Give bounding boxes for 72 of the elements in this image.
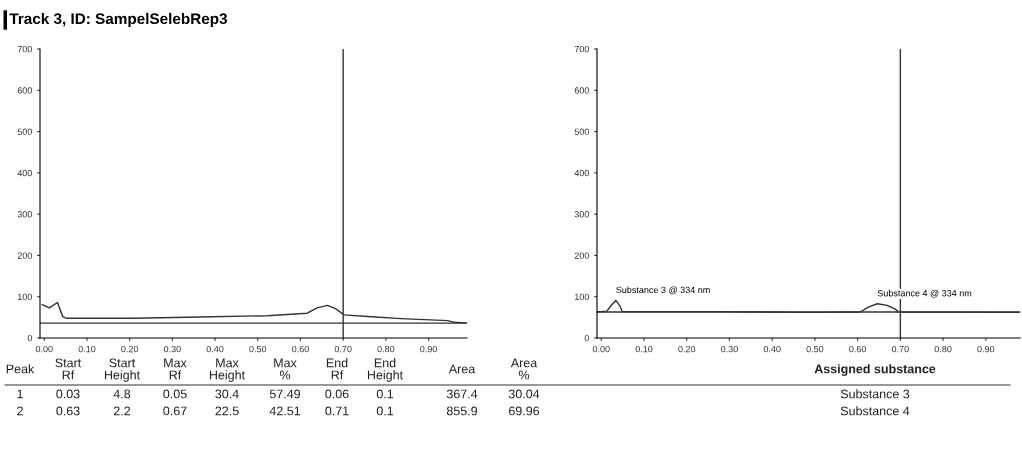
- text: 0.71: [325, 406, 349, 416]
- text: 57.49: [269, 389, 301, 399]
- annotation: Substance 4 @ 334 nm: [877, 289, 972, 298]
- text: 0.1: [376, 389, 394, 399]
- x-tick-label: 0.20: [678, 345, 696, 353]
- text: Max Rf: [164, 358, 187, 380]
- y-tick-label: 0: [584, 334, 590, 342]
- y-tick-label: 200: [574, 252, 590, 259]
- x-tick-label: 0.30: [721, 345, 738, 353]
- x-tick-label: 0.80: [934, 345, 952, 353]
- y-tick-label: 300: [574, 211, 590, 218]
- y-tick-label: 100: [574, 293, 590, 301]
- text: 4.8: [113, 389, 131, 399]
- text: Start Height: [104, 358, 140, 382]
- y-tick-label: 300: [17, 211, 33, 218]
- x-tick-label: 0.50: [806, 345, 824, 353]
- y-tick-label: 700: [17, 45, 33, 53]
- text: 0.03: [56, 389, 80, 399]
- text: 22.5: [215, 406, 239, 416]
- text: Max Height: [209, 358, 245, 382]
- x-tick-label: 0.00: [35, 345, 53, 353]
- x-tick-label: 0.40: [206, 345, 224, 353]
- text: 0.67: [163, 406, 187, 416]
- x-tick-label: 0.30: [163, 345, 181, 353]
- x-tick-label: 0.50: [249, 345, 267, 353]
- text: Substance 3: [840, 389, 910, 399]
- y-tick-label: 700: [574, 45, 590, 53]
- text: 30.4: [215, 389, 239, 399]
- text: End Rf: [326, 358, 348, 380]
- text: 855.9: [446, 406, 478, 416]
- x-tick-label: 0.60: [849, 345, 867, 353]
- x-tick-label: 0.20: [121, 345, 139, 353]
- text: 30.04: [508, 389, 540, 399]
- y-tick-label: 600: [574, 87, 590, 94]
- annotation: Substance 3 @ 334 nm: [616, 286, 710, 295]
- text: Substance 4: [840, 406, 910, 416]
- text: Start Rf: [55, 358, 82, 380]
- y-tick-label: 400: [17, 169, 33, 177]
- y-tick-label: 0: [27, 334, 33, 342]
- text: 42.51: [269, 406, 301, 416]
- text: 367.4: [446, 389, 478, 399]
- x-tick-label: 0.60: [292, 345, 309, 353]
- x-tick-label: 0.40: [763, 345, 781, 353]
- text: Max %: [274, 358, 297, 380]
- x-tick-label: 0.70: [334, 345, 352, 353]
- y-tick-label: 100: [17, 293, 33, 301]
- text: 2: [17, 406, 23, 416]
- text: 0.63: [56, 406, 80, 416]
- text: Area: [448, 364, 476, 374]
- text: 1: [17, 389, 23, 399]
- x-tick-label: 0.10: [635, 345, 653, 353]
- x-tick-label: 0.90: [420, 345, 437, 353]
- text: 69.96: [509, 406, 540, 416]
- text: Assigned substance: [814, 364, 936, 376]
- text: 2.2: [113, 406, 131, 416]
- chart-title: Track 3, ID: SampelSelebRep3: [9, 12, 228, 28]
- y-tick-label: 500: [17, 128, 33, 135]
- text: 0.05: [163, 389, 187, 399]
- x-tick-label: 0.70: [891, 345, 909, 353]
- text: 0.1: [376, 406, 394, 416]
- y-tick-label: 400: [574, 169, 590, 177]
- x-tick-label: 0.10: [78, 345, 96, 353]
- text: 0.06: [325, 389, 349, 399]
- y-tick-label: 200: [17, 252, 33, 259]
- y-tick-label: 500: [574, 128, 590, 135]
- x-tick-label: 0.90: [977, 345, 995, 353]
- text: Peak: [6, 364, 35, 374]
- x-tick-label: 0.80: [377, 345, 395, 353]
- text: Area %: [510, 358, 538, 380]
- x-tick-label: 0.00: [592, 345, 610, 353]
- y-tick-label: 600: [17, 87, 33, 94]
- text: End Height: [367, 358, 403, 382]
